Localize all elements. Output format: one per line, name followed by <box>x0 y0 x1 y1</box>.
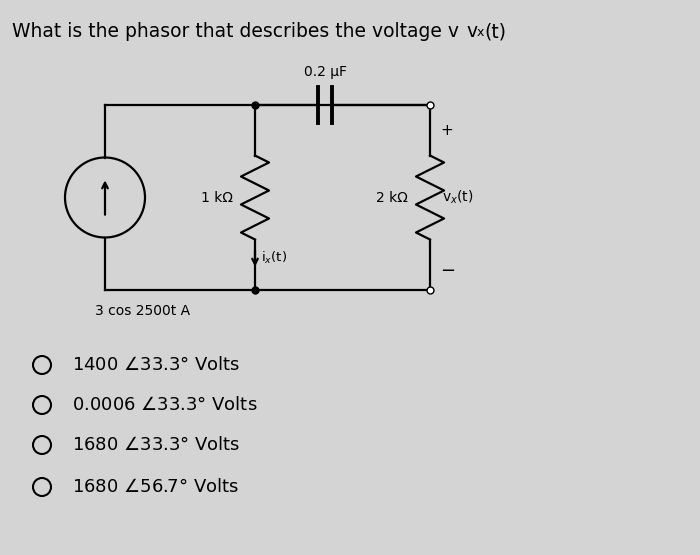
Text: 1680 $\angle$56.7° Volts: 1680 $\angle$56.7° Volts <box>72 478 239 496</box>
Text: 0.0006 $\angle$33.3° Volts: 0.0006 $\angle$33.3° Volts <box>72 396 258 414</box>
Text: v: v <box>466 22 477 41</box>
Text: v$_x$(t): v$_x$(t) <box>442 189 473 206</box>
Text: What is the phasor that describes the voltage v: What is the phasor that describes the vo… <box>12 22 459 41</box>
Text: x: x <box>477 26 484 39</box>
Text: −: − <box>440 262 455 280</box>
Text: 2 kΩ: 2 kΩ <box>376 190 408 204</box>
Text: +: + <box>440 123 453 138</box>
Text: i$_x$(t): i$_x$(t) <box>261 249 287 265</box>
Text: (t): (t) <box>484 22 506 41</box>
Text: 1680 $\angle$33.3° Volts: 1680 $\angle$33.3° Volts <box>72 436 240 454</box>
Text: 0.2 μF: 0.2 μF <box>304 65 346 79</box>
Text: 3 cos 2500t A: 3 cos 2500t A <box>95 304 190 318</box>
Text: 1 kΩ: 1 kΩ <box>201 190 233 204</box>
Text: 1400 $\angle$33.3° Volts: 1400 $\angle$33.3° Volts <box>72 356 240 374</box>
